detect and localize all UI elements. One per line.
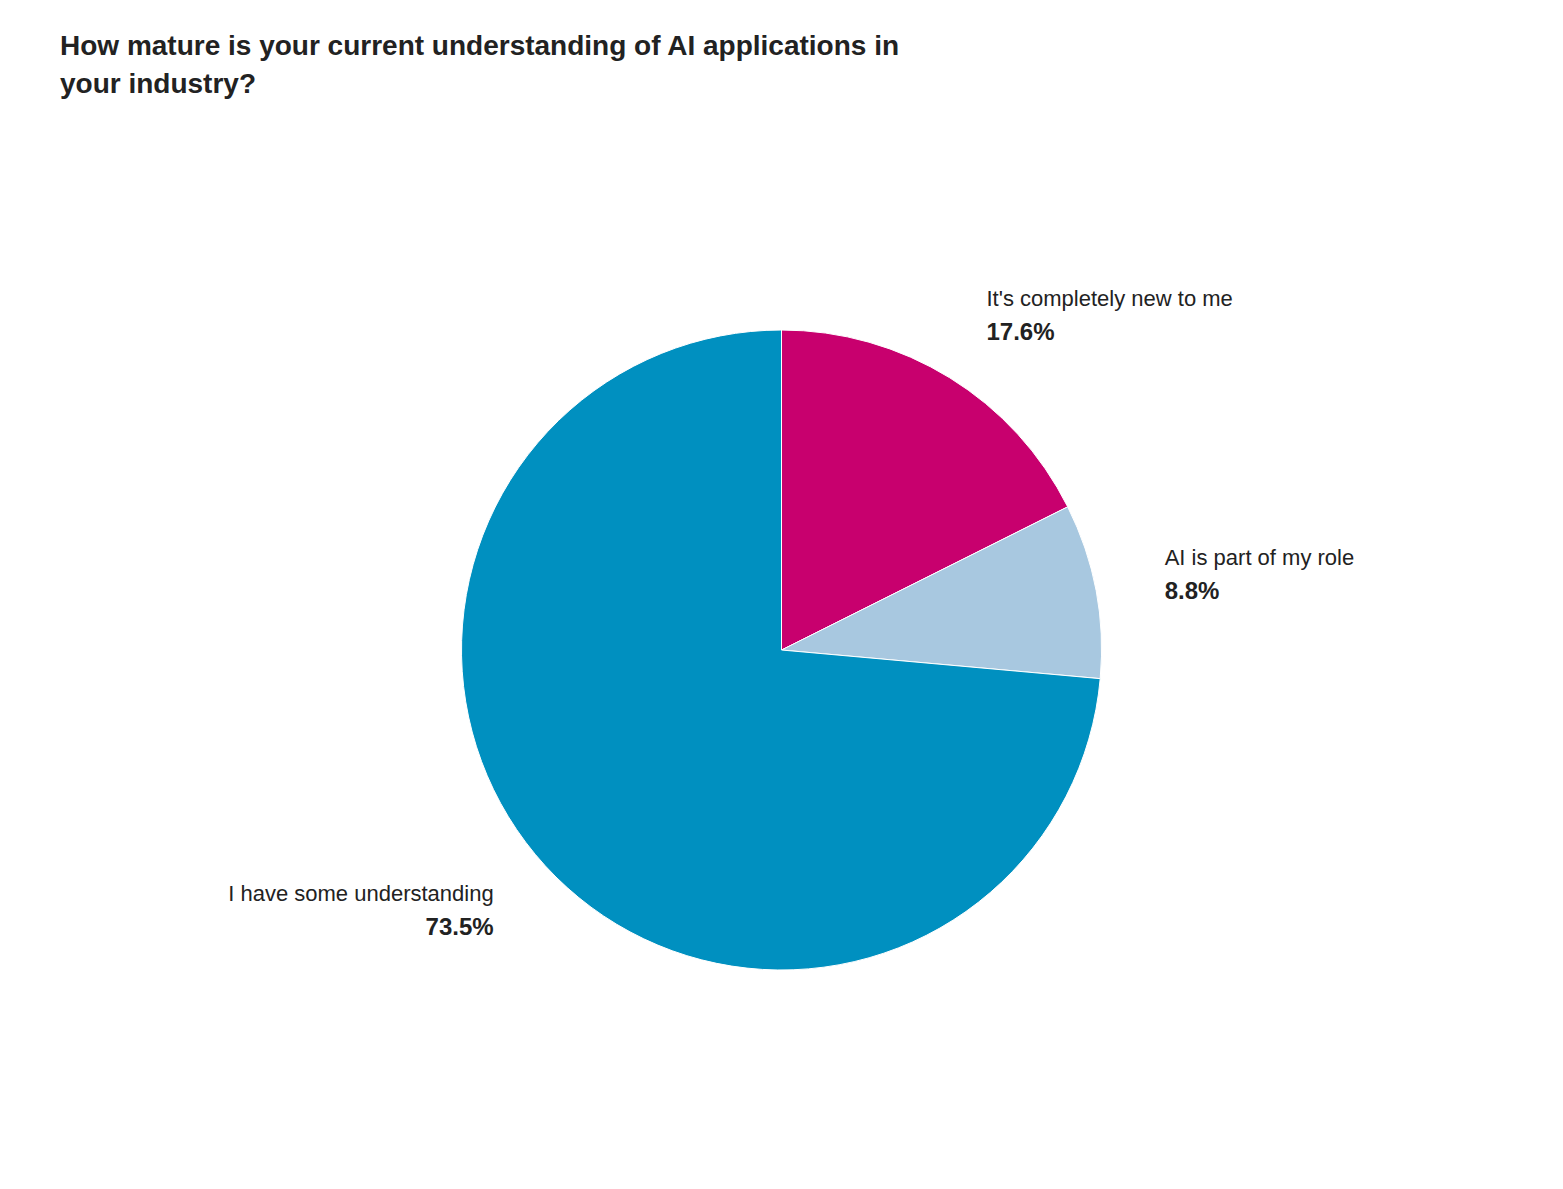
data-label: 73.5% bbox=[426, 913, 494, 940]
pie-slice bbox=[462, 330, 1101, 970]
data-label: 17.6% bbox=[987, 318, 1055, 345]
title: How mature is your current understanding… bbox=[60, 30, 899, 99]
slice-label: I have some understanding bbox=[228, 881, 493, 906]
pie-slice bbox=[782, 507, 1102, 679]
data-label: 8.8% bbox=[1165, 577, 1220, 604]
title-line: your industry? bbox=[60, 68, 256, 99]
chart-svg: How mature is your current understanding… bbox=[0, 0, 1563, 1189]
pie bbox=[462, 330, 1102, 970]
slice-label: It's completely new to me bbox=[987, 286, 1233, 311]
title-line: How mature is your current understanding… bbox=[60, 30, 899, 61]
labels: It's completely new to me 17.6% AI is part… bbox=[228, 286, 1354, 940]
slice-label: AI is part of my role bbox=[1165, 545, 1355, 570]
